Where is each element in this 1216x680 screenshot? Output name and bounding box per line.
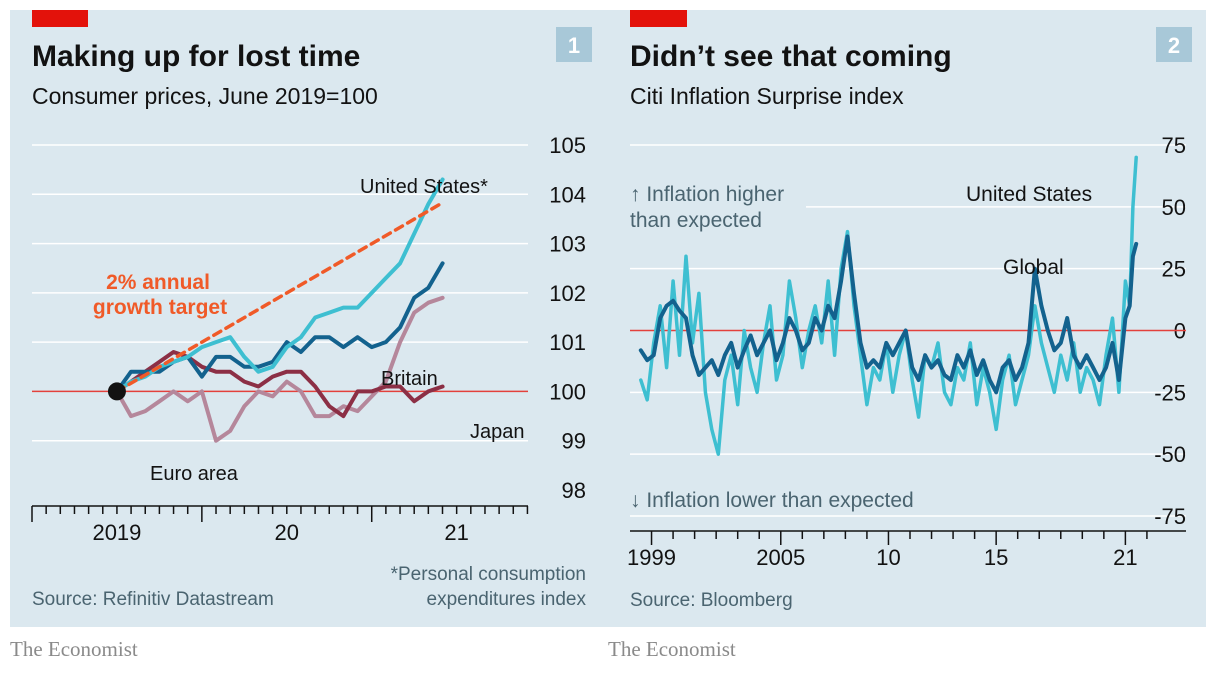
label-euro-area: Euro area bbox=[150, 463, 239, 485]
x-tick-label-20: 20 bbox=[275, 520, 299, 545]
source: Source: Refinitiv Datastream bbox=[32, 589, 274, 610]
footnote-line1: *Personal consumption bbox=[391, 564, 586, 585]
chart-number: 1 bbox=[568, 33, 580, 58]
gridlines bbox=[32, 144, 528, 442]
chart-title: Making up for lost time bbox=[32, 40, 360, 73]
chart-subtitle: Citi Inflation Surprise index bbox=[630, 83, 904, 109]
brand-logo: The Economist bbox=[10, 637, 138, 661]
note-lower-backdrop bbox=[628, 487, 940, 513]
note-higher-line1: ↑ Inflation higher bbox=[630, 183, 784, 206]
y-tick-label--75: -75 bbox=[1154, 504, 1186, 529]
accent-tag bbox=[630, 10, 687, 27]
series-line-2-annual-growth-target bbox=[115, 200, 445, 394]
y-tick-label-102: 102 bbox=[549, 281, 586, 306]
accent-tag bbox=[32, 10, 88, 27]
series-line-euro-area bbox=[114, 295, 445, 443]
y-tick-label-101: 101 bbox=[549, 330, 586, 355]
panel-background bbox=[10, 10, 608, 627]
series-line-global bbox=[638, 234, 1139, 395]
chart-number-badge bbox=[1156, 27, 1192, 62]
label-target-line2: growth target bbox=[93, 296, 227, 319]
x-tick-label-21: 21 bbox=[444, 520, 468, 545]
y-tick-label-105: 105 bbox=[549, 133, 586, 158]
note-higher-line2: than expected bbox=[630, 209, 762, 232]
label-united-states: United States bbox=[966, 183, 1092, 206]
x-tick-label-2019: 2019 bbox=[92, 520, 141, 545]
note-higher-backdrop bbox=[628, 183, 806, 235]
y-tick-label-104: 104 bbox=[549, 182, 586, 207]
panel-consumer-prices: 1 Making up for lost time Consumer price… bbox=[10, 10, 608, 627]
series-line-japan bbox=[114, 350, 445, 419]
panel-inflation-surprise: 2 Didn’t see that coming Citi Inflation … bbox=[608, 10, 1206, 627]
x-tick-label-2005: 2005 bbox=[756, 545, 805, 570]
x-tick-label-21: 21 bbox=[1113, 545, 1137, 570]
y-tick-label-25: 25 bbox=[1162, 257, 1186, 282]
chart-title: Didn’t see that coming bbox=[630, 40, 952, 73]
label-global: Global bbox=[1003, 256, 1064, 279]
label-target-line1: 2% annual bbox=[106, 271, 210, 294]
y-tick-label--25: -25 bbox=[1154, 380, 1186, 405]
y-tick-label-99: 99 bbox=[562, 429, 586, 454]
brand-logo: The Economist bbox=[608, 637, 736, 661]
source: Source: Bloomberg bbox=[630, 590, 793, 611]
chart-number: 2 bbox=[1168, 33, 1180, 58]
x-axis: 1999 2005 10 15 21 bbox=[627, 530, 1186, 570]
y-tick-label-75: 75 bbox=[1162, 133, 1186, 158]
y-tick-label-100: 100 bbox=[549, 379, 586, 404]
x-tick-label-15: 15 bbox=[984, 545, 1008, 570]
footnote-line2: expenditures index bbox=[427, 589, 587, 610]
series-line-united-states bbox=[639, 155, 1138, 456]
label-japan: Japan bbox=[470, 421, 525, 443]
start-marker bbox=[107, 382, 126, 401]
y-tick-label-103: 103 bbox=[549, 232, 586, 257]
x-axis: 2019 20 21 bbox=[31, 505, 529, 545]
y-axis-tick-labels: 98 99 100 101 102 103 104 105 bbox=[549, 133, 586, 503]
x-tick-label-10: 10 bbox=[876, 545, 900, 570]
y-tick-label-50: 50 bbox=[1162, 195, 1186, 220]
series-lines bbox=[638, 155, 1139, 456]
chart-number-badge bbox=[556, 27, 592, 62]
series-lines bbox=[114, 177, 445, 443]
label-britain: Britain bbox=[381, 368, 438, 390]
y-tick-label-98: 98 bbox=[562, 478, 586, 503]
y-tick-label--50: -50 bbox=[1154, 442, 1186, 467]
series-line-united-states bbox=[114, 177, 445, 394]
x-tick-label-1999: 1999 bbox=[627, 545, 676, 570]
panel-background bbox=[608, 10, 1206, 627]
label-united-states: United States* bbox=[360, 176, 488, 198]
note-lower: ↓ Inflation lower than expected bbox=[630, 489, 914, 512]
chart-subtitle: Consumer prices, June 2019=100 bbox=[32, 83, 378, 109]
